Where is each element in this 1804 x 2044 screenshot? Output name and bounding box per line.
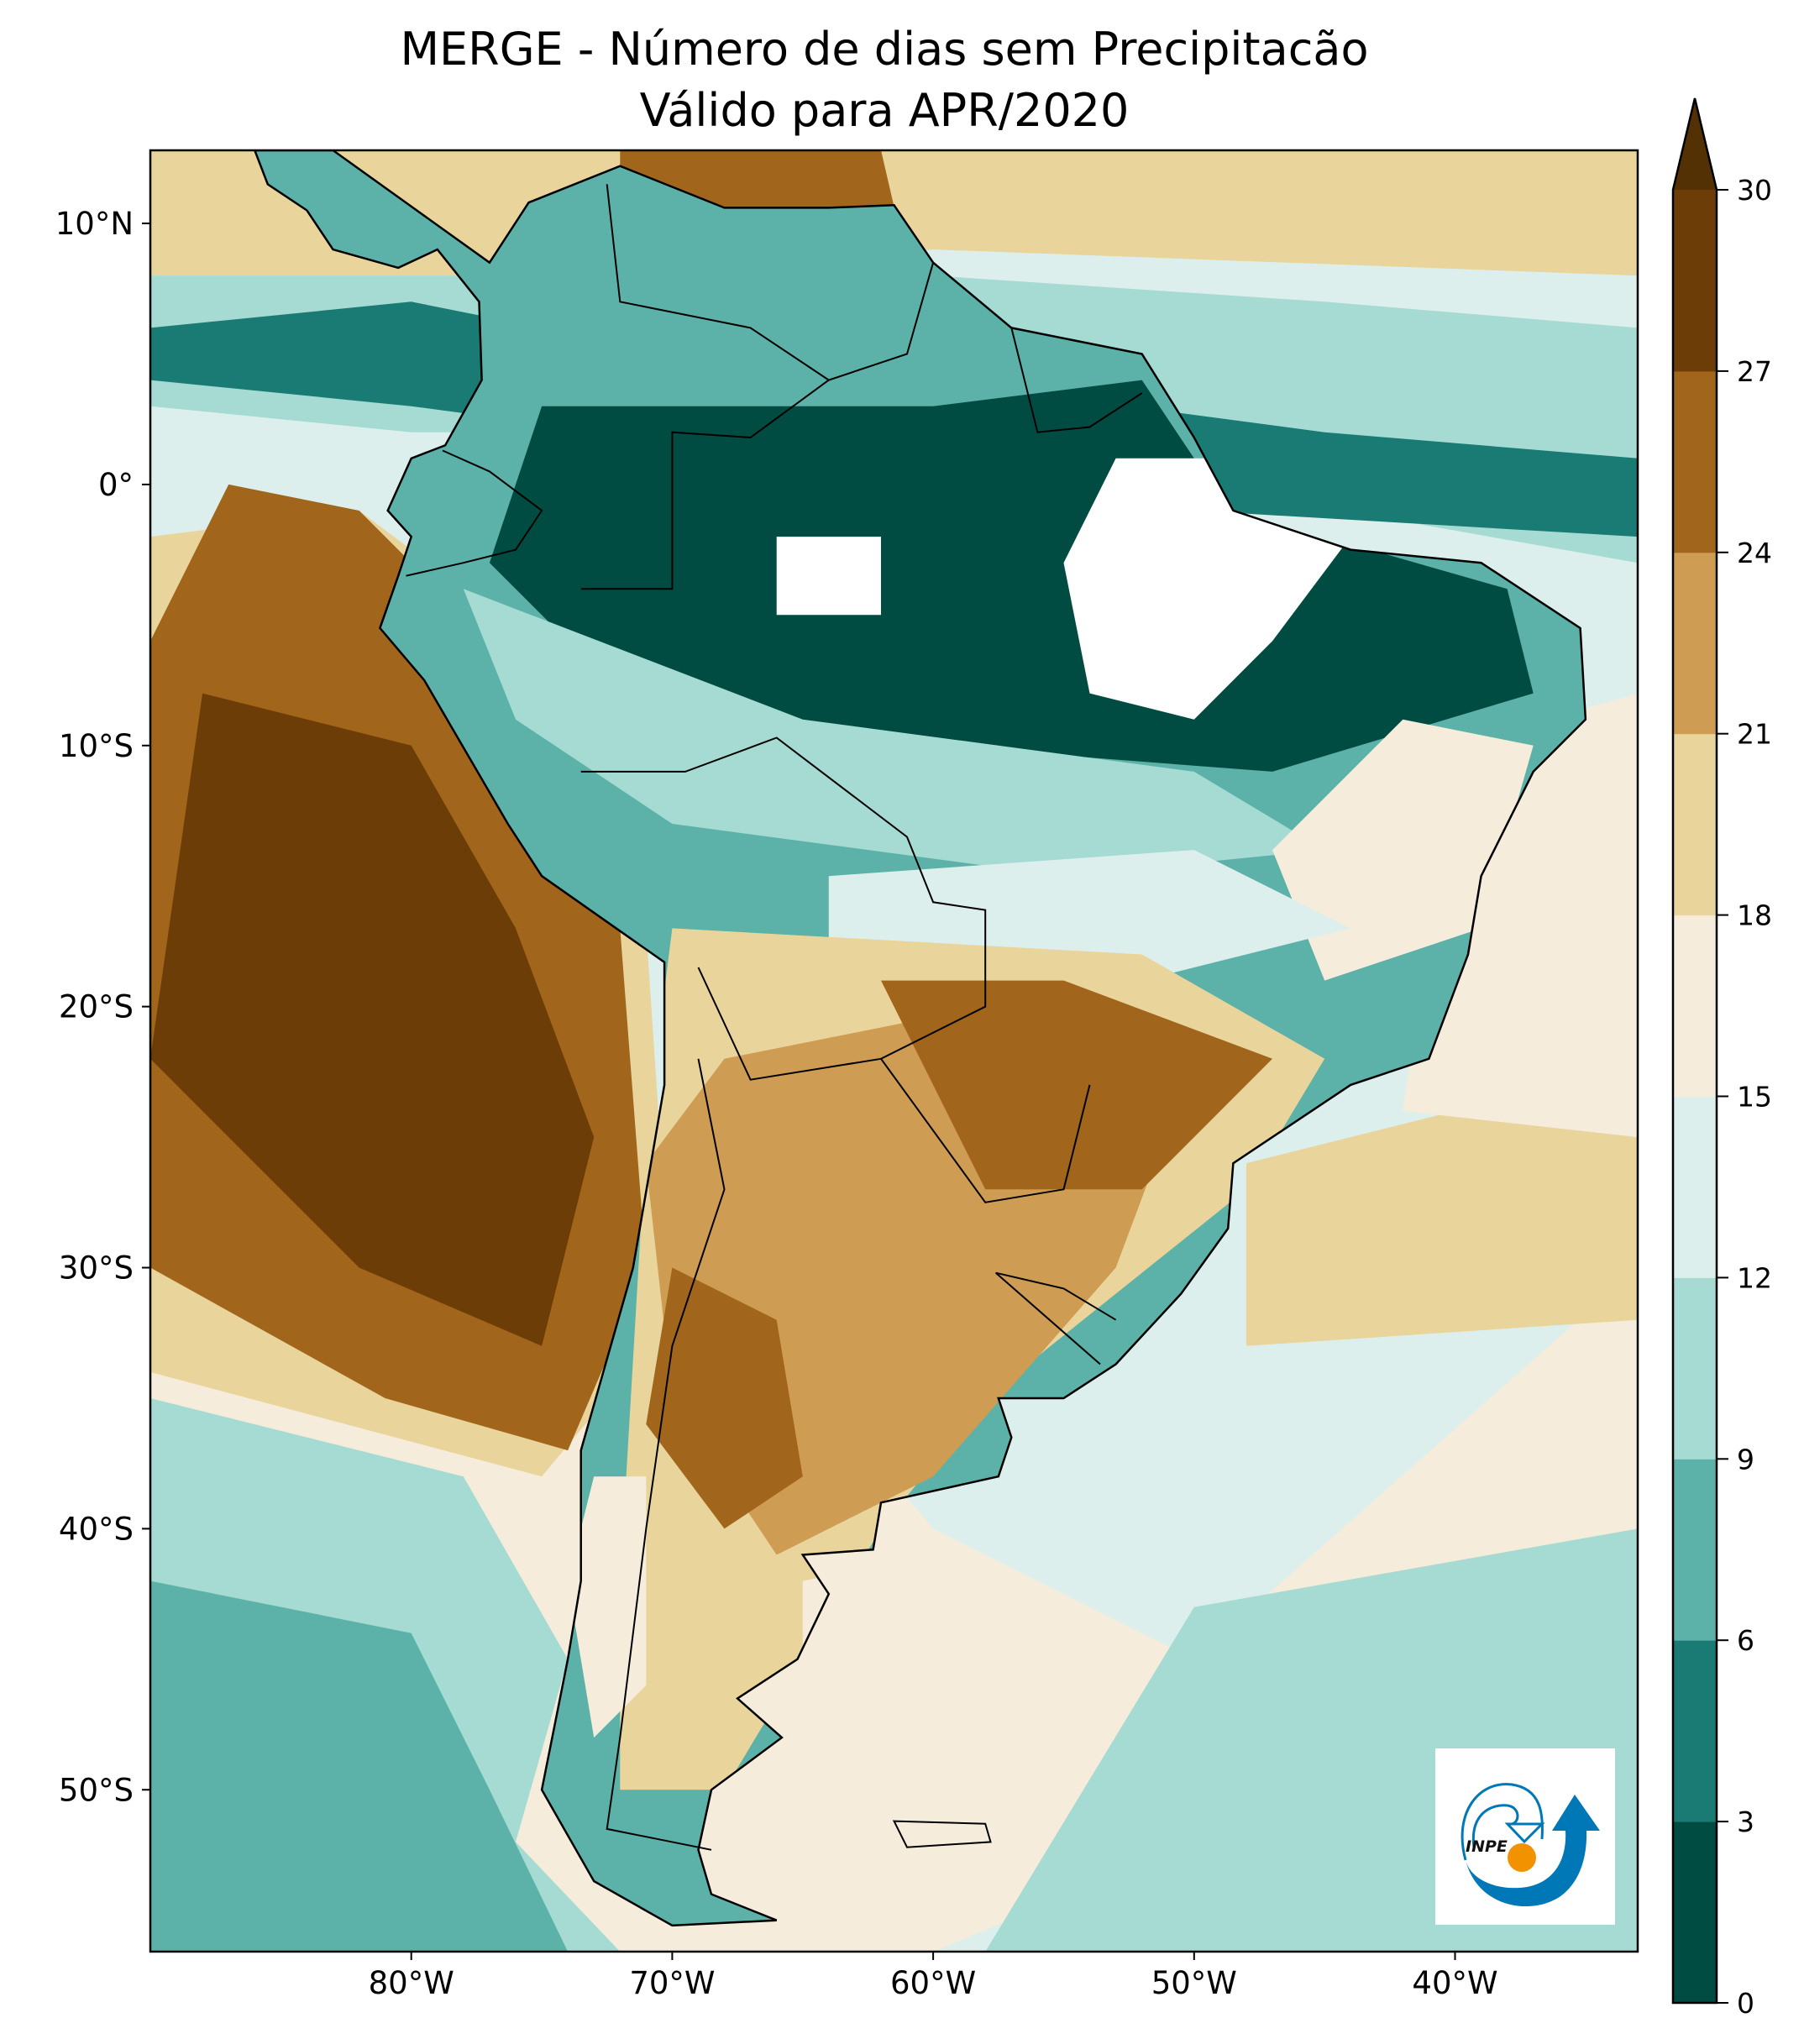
colorbar-tick-label: 6 xyxy=(1737,1624,1754,1657)
country-border xyxy=(995,1271,1117,1365)
country-border xyxy=(580,379,830,590)
map-frame xyxy=(149,149,1639,1953)
colorbar-outline xyxy=(1671,97,1718,2005)
map-area xyxy=(150,150,1638,1952)
country-border xyxy=(606,1058,726,1851)
precip-region xyxy=(150,1580,569,1952)
precip-region xyxy=(489,380,1534,772)
y-tick-label: 10°N xyxy=(55,206,134,242)
colorbar-extend-arrow xyxy=(1673,98,1717,190)
precip-region xyxy=(1245,1111,1638,1346)
chart-subtitle: Válido para APR/2020 xyxy=(640,84,1130,137)
colorbar-segment xyxy=(1673,190,1717,372)
precip-region xyxy=(568,1476,647,1738)
precip-region xyxy=(1272,719,1534,981)
x-tick-label: 40°W xyxy=(1412,1965,1497,2001)
precip-region xyxy=(881,980,1272,1190)
falkland-islands xyxy=(892,1820,992,1848)
y-tick-label: 50°S xyxy=(59,1772,134,1808)
colorbar-segment xyxy=(1673,915,1717,1097)
x-tick-label: 80°W xyxy=(369,1965,454,2001)
precip-region xyxy=(150,693,595,1346)
colorbar-tick-label: 21 xyxy=(1737,718,1772,751)
inpe-logo: INPE xyxy=(1435,1748,1615,1925)
y-tick-label: 10°S xyxy=(59,728,134,764)
colorbar-segment xyxy=(1673,552,1717,735)
x-tick-label: 70°W xyxy=(629,1965,715,2001)
axis-ticks: 80°W 70°W 60°W 50°W 40°W 10°N 0° 10°S 20°S 30°S 40… xyxy=(55,206,1498,2001)
logo-sun-icon xyxy=(1508,1843,1536,1872)
colorbar-tick-label: 24 xyxy=(1737,537,1772,569)
y-tick-label: 30°S xyxy=(59,1250,134,1287)
colorbar-segment xyxy=(1673,1640,1717,1822)
country-border xyxy=(1010,328,1143,433)
colorbar-segment xyxy=(1673,1821,1717,2004)
colorbar-segment xyxy=(1673,1459,1717,1641)
country-border xyxy=(880,1058,1091,1203)
no-data-region xyxy=(776,537,881,616)
chart-title: MERGE - Número de dias sem Precipitacão xyxy=(400,23,1368,76)
country-border xyxy=(406,449,543,577)
colorbar-segment xyxy=(1673,733,1717,916)
logo-text: INPE xyxy=(1466,1837,1508,1856)
colorbar-tick-label: 15 xyxy=(1737,1081,1772,1114)
colorbar-tick-label: 12 xyxy=(1737,1261,1772,1294)
y-tick-label: 0° xyxy=(98,467,134,503)
x-tick-label: 50°W xyxy=(1151,1965,1237,2001)
colorbar-tick-label: 3 xyxy=(1737,1806,1754,1838)
country-border xyxy=(606,184,935,381)
colorbar-tick-label: 9 xyxy=(1737,1443,1754,1475)
country-border xyxy=(580,736,987,1081)
colorbar-segment xyxy=(1673,1096,1717,1278)
colorbar-tick-label: 27 xyxy=(1737,355,1772,388)
colorbar-segment xyxy=(1673,370,1717,553)
coastline xyxy=(253,150,1587,1927)
precip-region xyxy=(646,1267,803,1529)
colorbar-segment xyxy=(1673,1277,1717,1460)
precip-region xyxy=(463,589,1325,877)
colorbar-tick-label: 30 xyxy=(1737,174,1772,207)
y-tick-label: 40°S xyxy=(59,1511,134,1547)
y-tick-label: 20°S xyxy=(59,989,134,1025)
colorbar-tick-label: 0 xyxy=(1737,1987,1754,2020)
x-tick-label: 60°W xyxy=(890,1965,976,2001)
colorbar-tick-label: 18 xyxy=(1737,899,1772,932)
colorbar: 0 3 6 9 12 15 18 21 24 27 30 xyxy=(1671,97,1772,2020)
